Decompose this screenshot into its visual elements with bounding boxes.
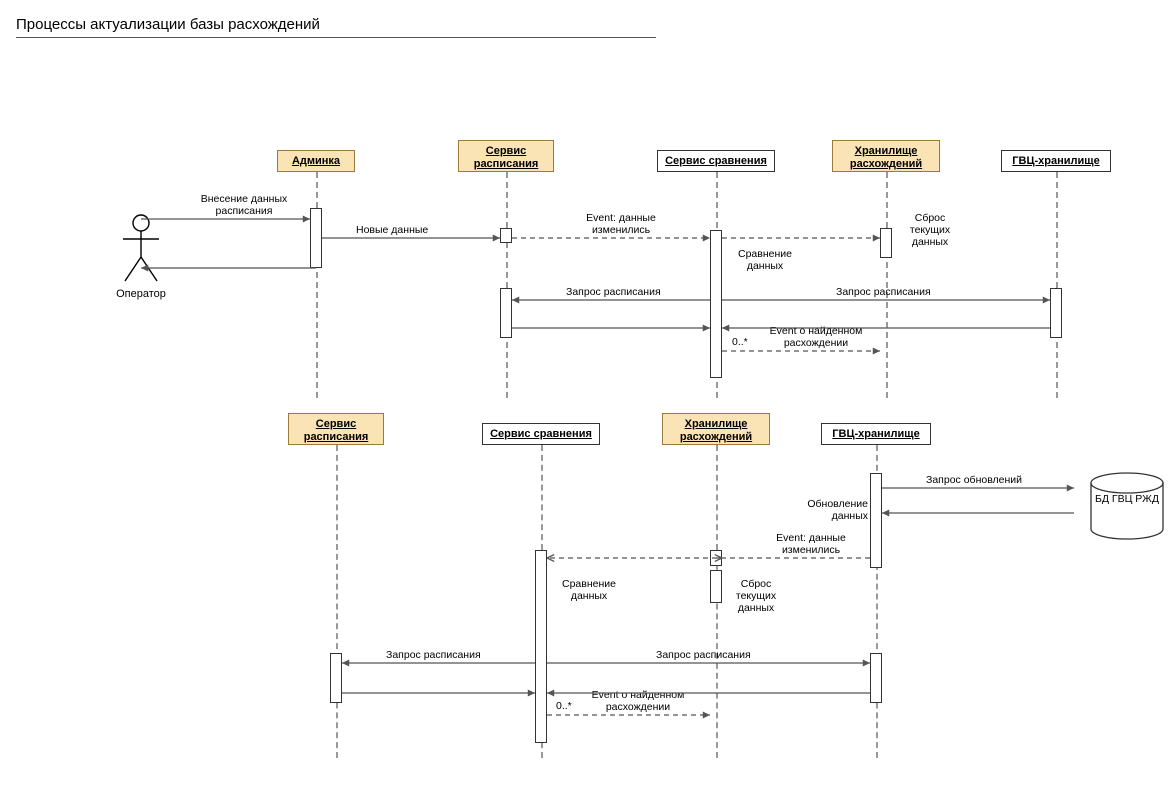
message-label: Запрос расписания (836, 286, 931, 298)
message-label: Сброс текущих данных (726, 578, 786, 614)
participant-cmp: Сервис сравнения (657, 150, 775, 172)
actor-label: Оператор (101, 288, 181, 300)
message-label: Запрос расписания (386, 649, 481, 661)
lifeline (336, 445, 338, 758)
participant-sched2: Сервис расписания (288, 413, 384, 445)
participant-admin: Админка (277, 150, 355, 172)
sequence-diagram-1: Оператор Админка Сервис расписания Сервис с… (16, 58, 1158, 418)
database-icon (1091, 473, 1163, 541)
lifeline (1056, 172, 1058, 398)
message-label: Event: данные изменились (561, 212, 681, 236)
activation-bar (710, 570, 722, 603)
message-label: Запрос обновлений (926, 474, 1022, 486)
sequence-diagram-2: Сервис расписанияСервис сравненияХранили… (16, 418, 1158, 778)
participant-store2: Хранилище расхождений (662, 413, 770, 445)
lifeline (886, 172, 888, 398)
participant-store: Хранилище расхождений (832, 140, 940, 172)
message-label: Внесение данных расписания (184, 193, 304, 217)
message-label: Сброс текущих данных (900, 212, 960, 248)
diagram-title: Процессы актуализации базы расхождений (16, 16, 656, 38)
message-label: Новые данные (356, 224, 428, 236)
participant-sched: Сервис расписания (458, 140, 554, 172)
database-label: БД ГВЦ РЖД (1095, 493, 1159, 505)
message-label: Сравнение данных (554, 578, 624, 602)
message-label: Запрос расписания (566, 286, 661, 298)
participant-gvc: ГВЦ-хранилище (1001, 150, 1111, 172)
message-label: Запрос расписания (656, 649, 751, 661)
lifeline (506, 172, 508, 398)
message-label: Сравнение данных (730, 248, 800, 272)
participant-gvc2: ГВЦ-хранилище (821, 423, 931, 445)
message-label: Event: данные изменились (751, 532, 871, 556)
participant-cmp2: Сервис сравнения (482, 423, 600, 445)
message-label: Обновление данных (788, 498, 868, 522)
lifeline (316, 172, 318, 398)
